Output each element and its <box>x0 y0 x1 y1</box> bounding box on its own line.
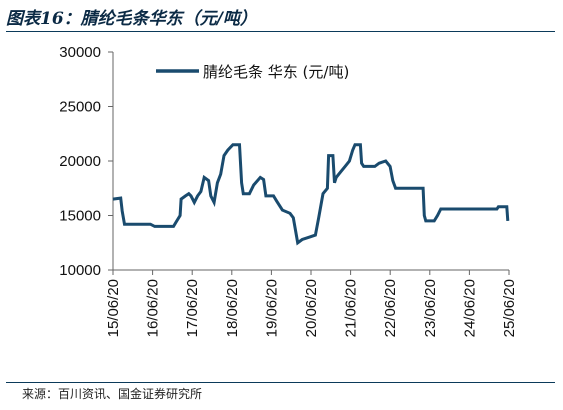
y-tick-label: 15000 <box>59 208 101 225</box>
y-tick-label: 25000 <box>59 99 101 116</box>
x-tick-label: 22/06/20 <box>382 279 399 337</box>
line-chart: 10000 15000 20000 25000 30000 15/06/20 16/06/… <box>59 44 518 337</box>
series-group <box>112 143 510 246</box>
y-axis-ticks: 10000 15000 20000 25000 30000 <box>59 44 113 279</box>
y-tick-label: 30000 <box>59 44 101 61</box>
title-divider <box>6 31 555 32</box>
x-tick-label: 23/06/20 <box>422 279 439 337</box>
x-tick-label: 18/06/20 <box>224 279 241 337</box>
x-tick-label: 15/06/20 <box>105 279 122 337</box>
x-tick-label: 25/06/20 <box>501 279 518 337</box>
series-line <box>112 143 510 246</box>
x-tick-label: 20/06/20 <box>303 279 320 337</box>
x-tick-label: 16/06/20 <box>145 279 162 337</box>
x-axis-ticks: 15/06/20 16/06/20 17/06/20 18/06/20 19/06/20… <box>105 270 518 337</box>
x-tick-label: 21/06/20 <box>343 279 360 337</box>
chart-title: 图表16：腈纶毛条华东（元/吨） <box>6 9 257 29</box>
legend-label: 腈纶毛条 华东 (元/吨) <box>203 63 349 81</box>
y-tick-label: 20000 <box>59 153 101 170</box>
footer-divider <box>6 382 555 383</box>
x-tick-label: 17/06/20 <box>184 279 201 337</box>
x-tick-label: 19/06/20 <box>263 279 280 337</box>
source-note: 来源：百川资讯、国金证券研究所 <box>22 387 203 401</box>
y-tick-label: 10000 <box>59 262 101 279</box>
x-tick-label: 24/06/20 <box>461 279 478 337</box>
chart-legend: 腈纶毛条 华东 (元/吨) <box>156 63 349 81</box>
